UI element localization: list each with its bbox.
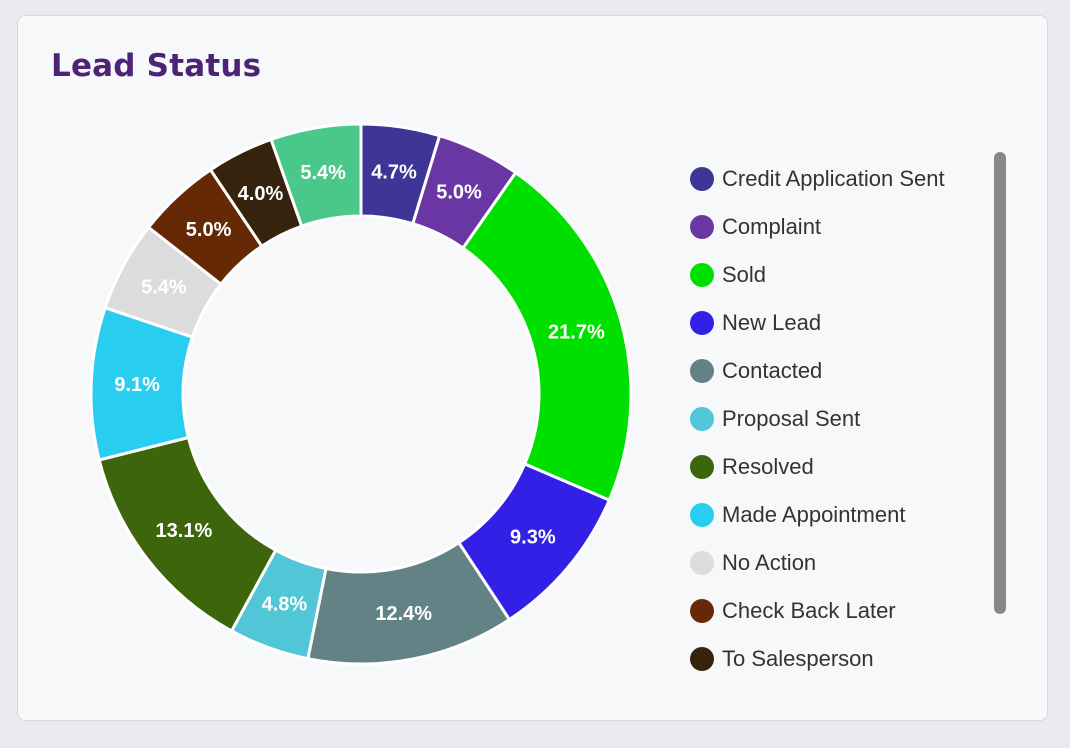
legend-scrollbar[interactable] (994, 152, 1006, 614)
legend-label: No Action (722, 550, 817, 575)
slice-value-label: 4.7% (371, 161, 417, 183)
slice-value-label: 5.0% (436, 182, 482, 204)
donut-slice[interactable] (460, 170, 633, 503)
legend-swatch (690, 263, 714, 287)
legend-label: To Salesperson (722, 646, 874, 671)
legend-item[interactable]: Resolved (690, 443, 980, 491)
legend-item[interactable]: To Salesperson (690, 635, 980, 683)
legend-label: Check Back Later (722, 598, 896, 623)
legend-item[interactable]: Complaint (690, 203, 980, 251)
donut-chart: 4.7% 5.0% 21.7% 9.3% 12.4% 4.8% 13.1% 9.1% 5.4% 5… (89, 122, 633, 666)
legend-swatch (690, 215, 714, 239)
legend-swatch (690, 647, 714, 671)
legend-label: New Lead (722, 310, 822, 335)
legend-item[interactable]: Credit Application Sent (690, 155, 980, 203)
legend-item[interactable]: Proposal Sent (690, 395, 980, 443)
legend-item[interactable]: Made Appointment (690, 491, 980, 539)
legend-swatch (690, 167, 714, 191)
legend-label: Made Appointment (722, 502, 906, 527)
chart-legend: Credit Application Sent Complaint Sold New … (690, 155, 980, 685)
legend-label: Contacted (722, 358, 823, 383)
legend-label: Credit Application Sent (722, 166, 945, 191)
legend-swatch (690, 407, 714, 431)
slice-value-label: 9.1% (114, 374, 160, 396)
legend-label: Resolved (722, 454, 814, 479)
donut-slice[interactable] (269, 122, 363, 229)
legend-swatch (690, 359, 714, 383)
legend-item[interactable]: Contacted (690, 347, 980, 395)
legend-swatch (690, 311, 714, 335)
legend-label: Proposal Sent (722, 406, 861, 431)
legend-label: Complaint (722, 214, 822, 239)
legend-label: Sold (722, 262, 767, 287)
legend-item[interactable]: Sold (690, 251, 980, 299)
legend-item[interactable]: No Action (690, 539, 980, 587)
legend-swatch (690, 503, 714, 527)
card-title: Lead Status (51, 48, 262, 84)
slice-value-label: 12.4% (375, 603, 432, 625)
slice-value-label: 4.8% (262, 593, 308, 615)
slice-value-label: 5.4% (300, 162, 346, 184)
slice-value-label: 13.1% (156, 520, 213, 542)
slice-value-label: 4.0% (238, 183, 284, 205)
legend-item[interactable]: New Lead (690, 299, 980, 347)
legend-swatch (690, 455, 714, 479)
slice-value-label: 5.4% (141, 277, 187, 299)
lead-status-card: Lead Status 4.7% 5.0% 21.7% 9.3% 12.4% 4.8% 13… (17, 15, 1048, 721)
legend-item[interactable]: Check Back Later (690, 587, 980, 635)
legend-swatch (690, 551, 714, 575)
legend-swatch (690, 599, 714, 623)
slice-value-label: 5.0% (186, 219, 232, 241)
slice-value-label: 9.3% (510, 527, 556, 549)
slice-value-label: 21.7% (548, 321, 605, 343)
